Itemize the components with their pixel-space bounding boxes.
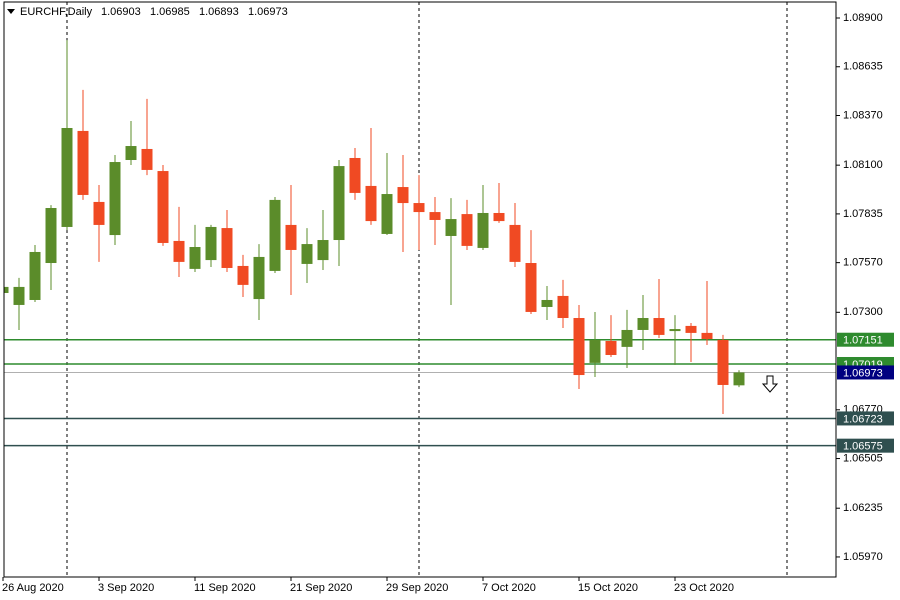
candle-body [221,228,233,268]
candle-body [445,219,457,236]
x-tick-label: 26 Aug 2020 [2,582,64,594]
candle-body [285,224,297,250]
candle-body [61,127,73,227]
x-tick-label: 23 Oct 2020 [674,582,734,594]
y-tick-label: 1.07300 [843,306,883,318]
candle-body [317,240,329,261]
y-tick-label: 1.06505 [843,452,883,464]
candle-body [589,339,601,363]
candle-body [333,166,345,241]
candle-body [573,318,585,376]
y-tick-label: 1.07835 [843,208,883,220]
candle-body [253,256,265,300]
candle-body [381,194,393,234]
candle-body [477,212,489,248]
candle-body [141,148,153,170]
candle-body [301,244,313,264]
header-close: 1.06973 [248,6,288,18]
header-low: 1.06893 [199,6,239,18]
candle-body [685,325,697,333]
y-tick-label: 1.08635 [843,61,883,73]
level-label-bg [837,438,894,453]
candle-body [493,212,505,222]
y-tick-label: 1.05970 [843,551,883,563]
x-tick-label: 21 Sep 2020 [290,582,352,594]
candle-body [157,171,169,243]
level-label-bg [837,411,894,426]
y-tick-label: 1.07570 [843,257,883,269]
sell-arrow [761,375,779,393]
candle-body [173,240,185,262]
candle-body [653,318,665,335]
chart-title: EURCHF,Daily [20,6,93,18]
candle-body [397,187,409,204]
level-label: 1.07151 [843,335,883,347]
plot-area [4,2,836,577]
candle-body [701,332,713,339]
candle-body [717,339,729,385]
candle-body [365,185,377,222]
x-tick-label: 11 Sep 2020 [194,582,256,594]
candle-body [4,286,9,293]
candle-body [45,208,57,264]
candle-body [605,341,617,355]
menu-triangle[interactable] [7,9,15,14]
x-tick-label: 15 Oct 2020 [578,582,638,594]
candle-body [13,286,25,305]
candle-body [77,130,89,195]
candle-body [205,226,217,261]
price-label: 1.06973 [843,367,883,379]
candle-body [189,247,201,269]
level-label: 1.06723 [843,413,883,425]
y-tick-label: 1.08900 [843,12,883,24]
candle-body [509,224,521,262]
candle-body [733,372,745,386]
header-high: 1.06985 [150,6,190,18]
y-tick-label: 1.06235 [843,502,883,514]
candle-body [557,295,569,319]
candle-body [269,199,281,271]
candle-body [621,329,633,347]
y-tick-label: 1.08100 [843,159,883,171]
candle-body [349,157,361,193]
candle-body [29,251,41,300]
plot-border [3,1,837,578]
candle-body [669,329,681,332]
level-label: 1.06575 [843,441,883,453]
y-tick-label: 1.08370 [843,109,883,121]
candle-body [429,212,441,220]
level-label-bg [837,332,894,347]
x-tick-label: 29 Sep 2020 [386,582,448,594]
x-tick-label: 7 Oct 2020 [482,582,536,594]
candle-body [237,265,249,285]
candle-body [93,201,105,225]
header-open: 1.06903 [101,6,141,18]
x-tick-label: 3 Sep 2020 [98,582,154,594]
price-label-bg [837,365,894,380]
candle-body [125,146,137,161]
candle-body [541,299,553,307]
candle-body [637,318,649,330]
candle-body [109,162,121,236]
candle-body [525,263,537,312]
candle-body [413,203,425,213]
candle-body [461,214,473,246]
